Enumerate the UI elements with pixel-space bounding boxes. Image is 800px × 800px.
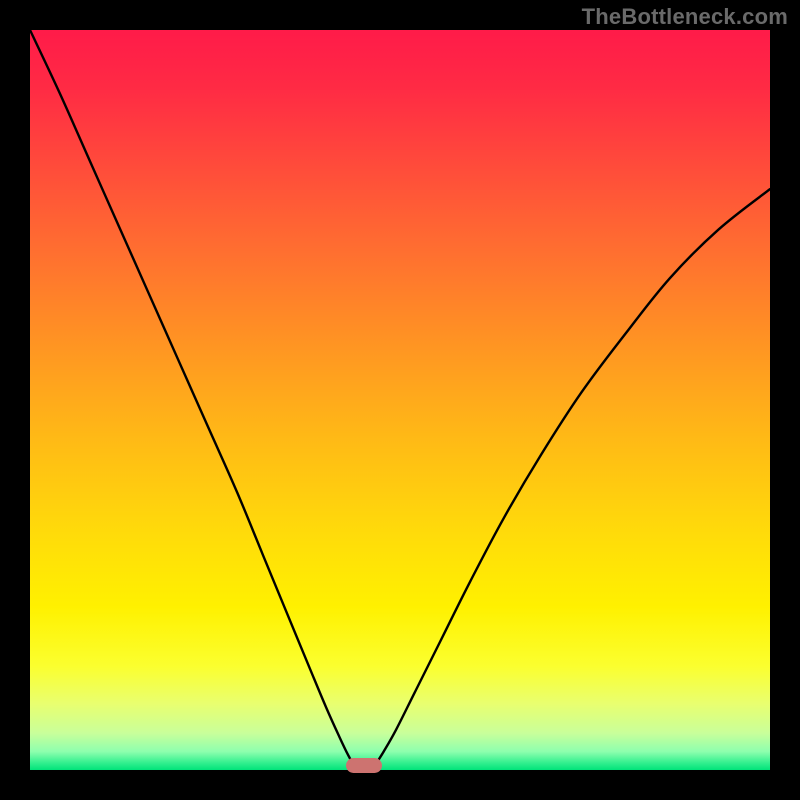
minimum-marker [346,758,382,773]
watermark-text: TheBottleneck.com [582,4,788,30]
chart-container: TheBottleneck.com [0,0,800,800]
bottleneck-curve [30,30,770,766]
plot-area [30,30,770,770]
curve-svg [30,30,770,770]
